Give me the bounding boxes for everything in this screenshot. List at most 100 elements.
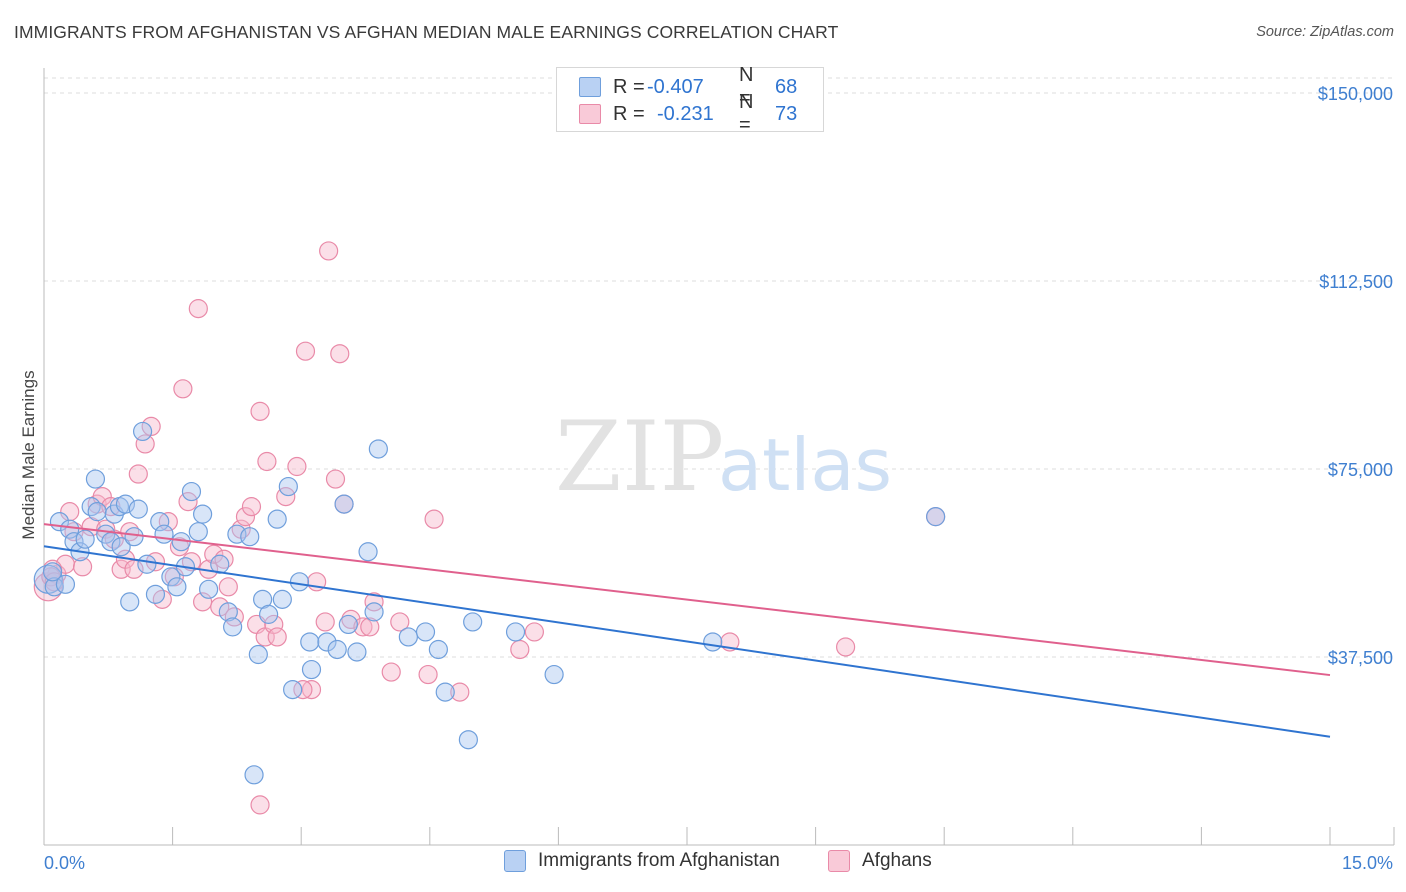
immigrants-point — [44, 577, 64, 597]
immigrants-point — [181, 481, 202, 502]
y-tick-label: $37,500 — [1328, 648, 1393, 668]
immigrants-point — [223, 617, 243, 637]
afghans-point — [450, 682, 470, 702]
afghans-point — [287, 456, 307, 477]
y-tick-label: $112,500 — [1319, 272, 1393, 292]
y-tick-label: $150,000 — [1318, 84, 1393, 104]
immigrants-point — [85, 469, 106, 489]
immigrants-point — [428, 639, 448, 660]
immigrants-point — [703, 632, 723, 652]
immigrants-point — [188, 522, 208, 542]
legend-item-immigrants[interactable]: Immigrants from Afghanistan — [504, 850, 780, 872]
y-tick-labels: $37,500 $75,000 $112,500 $150,000 — [1318, 84, 1393, 668]
watermark: ZIP atlas — [555, 401, 892, 513]
immigrants-point — [210, 554, 230, 574]
immigrants-point — [435, 682, 455, 702]
immigrants-point — [167, 577, 187, 597]
legend-n-value: 73 — [775, 102, 798, 125]
immigrants-point — [926, 507, 946, 527]
afghans-point — [836, 637, 856, 657]
watermark-zip: ZIP — [555, 401, 724, 513]
afghans-point — [218, 577, 238, 597]
afghans-point — [204, 544, 224, 564]
afghans-point — [241, 497, 262, 517]
grid-lines — [44, 77, 1394, 658]
afghans-point — [390, 612, 410, 632]
afghans-point — [250, 795, 270, 815]
immigrants-point — [415, 622, 436, 642]
afghans-point — [353, 617, 373, 637]
x-tick-label: 15.0% — [1342, 853, 1393, 873]
afghans-point — [319, 241, 339, 261]
afghans-point — [267, 627, 287, 647]
y-tick-label: $75,000 — [1328, 460, 1393, 480]
immigrants-point — [278, 476, 298, 497]
afghans-point — [181, 552, 202, 572]
immigrants-points — [33, 421, 946, 785]
immigrants-point — [272, 589, 292, 609]
afghans-point — [173, 379, 193, 399]
legend-swatch-blue — [579, 77, 601, 97]
afghans-point — [257, 451, 277, 472]
afghans-point — [295, 341, 316, 361]
afghans-point — [424, 509, 444, 529]
afghans-regression-line — [43, 523, 1331, 677]
legend-item-afghans[interactable]: Afghans — [828, 850, 932, 872]
watermark-atlas: atlas — [718, 423, 892, 507]
legend-row-immigrants: R = -0.407 N = 68 — [557, 64, 798, 109]
y-axis-label: Median Male Earnings — [19, 370, 38, 539]
immigrants-point — [334, 494, 354, 514]
chart-title: IMMIGRANTS FROM AFGHANISTAN VS AFGHAN ME… — [14, 22, 839, 42]
axes — [43, 68, 1395, 846]
immigrants-point — [199, 579, 219, 599]
afghans-point — [264, 614, 284, 635]
immigrants-point — [364, 602, 384, 622]
immigrants-point — [111, 537, 131, 557]
legend-r-label: R = — [613, 102, 645, 125]
afghans-point — [224, 607, 244, 627]
immigrants-regression-line — [43, 545, 1331, 738]
afghans-point — [418, 664, 438, 685]
immigrants-point — [505, 622, 526, 642]
afghans-point — [315, 612, 335, 632]
immigrants-point — [193, 504, 213, 524]
legend-r-label: R = — [613, 75, 645, 98]
afghans-point — [135, 434, 155, 454]
correlation-legend: R = -0.407 N = 68 R = -0.231 N = 73 — [556, 64, 824, 136]
source-label: Source: ZipAtlas.com — [1256, 24, 1394, 40]
immigrants-point — [150, 512, 170, 532]
immigrants-point — [300, 632, 320, 652]
immigrants-point — [87, 502, 107, 522]
legend-swatch-blue — [504, 850, 526, 872]
afghans-point — [510, 639, 530, 660]
afghans-point — [381, 662, 401, 682]
immigrants-point — [327, 639, 347, 660]
legend-n-value: 68 — [775, 75, 798, 98]
immigrants-point — [347, 642, 367, 662]
afghans-point — [72, 557, 93, 577]
immigrants-point — [338, 614, 358, 635]
afghans-point — [360, 617, 380, 637]
immigrants-point — [248, 644, 268, 665]
immigrants-point — [240, 527, 260, 547]
immigrants-point — [267, 509, 287, 529]
afghans-point — [235, 507, 256, 527]
immigrants-point — [128, 499, 148, 519]
afghans-point — [330, 344, 350, 364]
immigrants-point — [458, 730, 478, 750]
immigrants-point — [244, 765, 264, 785]
immigrants-point — [161, 567, 181, 587]
series-legend: Immigrants from Afghanistan Afghans — [0, 850, 1406, 878]
afghans-point — [293, 679, 313, 700]
immigrants-point — [218, 602, 238, 622]
legend-label: Immigrants from Afghanistan — [538, 850, 780, 871]
x-tick-labels: 0.0% 15.0% — [44, 853, 1393, 873]
regression-lines — [43, 523, 1331, 738]
immigrants-point — [55, 574, 76, 594]
immigrants-point — [42, 562, 63, 582]
immigrants-point — [301, 659, 322, 680]
immigrants-point — [358, 542, 378, 562]
immigrants-point — [368, 439, 388, 459]
immigrants-point — [289, 572, 310, 592]
